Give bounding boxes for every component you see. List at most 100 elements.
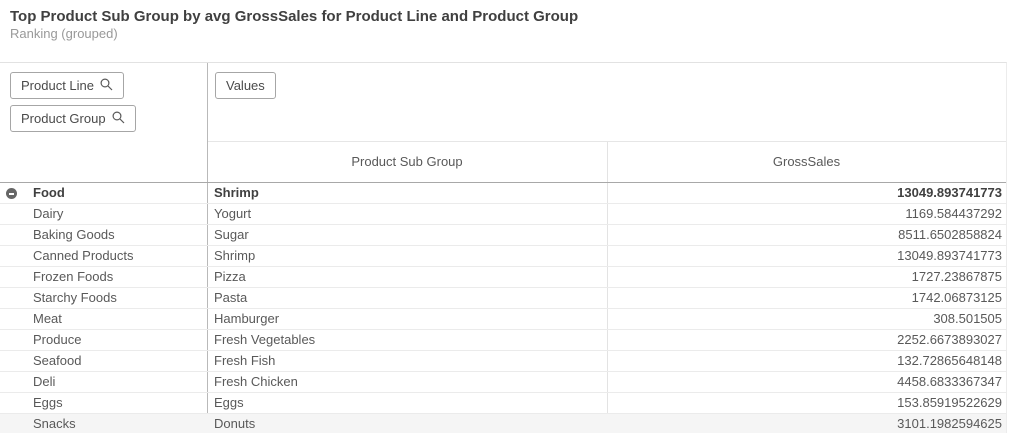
- product-group-cell[interactable]: Food: [0, 183, 207, 203]
- table-row: Dairy Yogurt 1169.584437292: [0, 204, 1006, 225]
- product-group-label: Starchy Foods: [33, 290, 117, 305]
- panel-divider: [207, 63, 208, 433]
- product-sub-group-cell[interactable]: Shrimp: [207, 183, 607, 203]
- table-row: Baking Goods Sugar 8511.6502858824: [0, 225, 1006, 246]
- product-sub-group-cell[interactable]: Sugar: [207, 225, 607, 245]
- grosssales-value: 308.501505: [933, 311, 1002, 326]
- product-group-cell[interactable]: Frozen Foods: [0, 267, 207, 287]
- dimension-button-label: Product Group: [21, 111, 106, 126]
- product-group-label: Snacks: [33, 416, 76, 431]
- pivot-rows: Food Shrimp 13049.893741773 Dairy Yogurt…: [0, 183, 1006, 433]
- values-button-label: Values: [226, 78, 265, 93]
- product-group-cell[interactable]: Snacks: [0, 414, 207, 433]
- header-rule: [0, 182, 1006, 183]
- grosssales-cell: 1169.584437292: [607, 204, 1006, 224]
- product-group-label: Eggs: [33, 395, 63, 410]
- product-sub-group-cell[interactable]: Eggs: [207, 393, 607, 413]
- collapse-icon[interactable]: [6, 188, 17, 199]
- product-group-cell[interactable]: Canned Products: [0, 246, 207, 266]
- product-group-label: Dairy: [33, 206, 64, 221]
- product-group-cell[interactable]: Deli: [0, 372, 207, 392]
- table-row: Seafood Fresh Fish 132.72865648148: [0, 351, 1006, 372]
- dimension-button-product-line[interactable]: Product Line: [10, 72, 124, 99]
- grosssales-value: 3101.1982594625: [897, 416, 1002, 431]
- grosssales-value: 13049.893741773: [897, 248, 1002, 263]
- grosssales-cell: 132.72865648148: [607, 351, 1006, 371]
- grosssales-value: 2252.6673893027: [897, 332, 1002, 347]
- product-sub-group-cell[interactable]: Pasta: [207, 288, 607, 308]
- product-sub-group-cell[interactable]: Yogurt: [207, 204, 607, 224]
- grosssales-value: 132.72865648148: [897, 353, 1002, 368]
- column-header-row: Product Sub Group GrossSales: [207, 141, 1006, 182]
- values-separator: [208, 141, 1006, 142]
- table-row: Deli Fresh Chicken 4458.6833367347: [0, 372, 1006, 393]
- column-header-grosssales[interactable]: GrossSales: [772, 154, 841, 169]
- product-group-label: Produce: [33, 332, 82, 347]
- product-sub-group-label: Fresh Vegetables: [214, 332, 316, 347]
- grosssales-cell: 2252.6673893027: [607, 330, 1006, 350]
- product-group-label: Seafood: [33, 353, 82, 368]
- product-sub-group-cell[interactable]: Pizza: [207, 267, 607, 287]
- grosssales-cell: 13049.893741773: [607, 246, 1006, 266]
- table-row: Eggs Eggs 153.85919522629: [0, 393, 1006, 414]
- product-sub-group-label: Hamburger: [214, 311, 280, 326]
- grosssales-value: 153.85919522629: [897, 395, 1002, 410]
- grosssales-cell: 13049.893741773: [607, 183, 1006, 203]
- grosssales-cell: 153.85919522629: [607, 393, 1006, 413]
- product-group-cell[interactable]: Eggs: [0, 393, 207, 413]
- product-group-label: Baking Goods: [33, 227, 115, 242]
- product-sub-group-cell[interactable]: Shrimp: [207, 246, 607, 266]
- product-sub-group-label: Fresh Fish: [214, 353, 276, 368]
- product-group-label: Food: [33, 185, 65, 200]
- product-sub-group-cell[interactable]: Fresh Chicken: [207, 372, 607, 392]
- values-button[interactable]: Values: [215, 72, 276, 99]
- product-sub-group-label: Pizza: [214, 269, 246, 284]
- chart-header: Top Product Sub Group by avg GrossSales …: [10, 7, 578, 42]
- product-group-cell[interactable]: Seafood: [0, 351, 207, 371]
- product-group-label: Frozen Foods: [33, 269, 114, 284]
- grosssales-value: 4458.6833367347: [897, 374, 1002, 389]
- grosssales-cell: 3101.1982594625: [607, 414, 1006, 433]
- search-icon: [112, 110, 125, 127]
- product-group-cell[interactable]: Produce: [0, 330, 207, 350]
- grosssales-value: 1727.23867875: [911, 269, 1002, 284]
- grosssales-cell: 4458.6833367347: [607, 372, 1006, 392]
- product-group-cell[interactable]: Baking Goods: [0, 225, 207, 245]
- product-sub-group-label: Shrimp: [214, 185, 259, 200]
- table-row: Meat Hamburger 308.501505: [0, 309, 1006, 330]
- product-sub-group-label: Fresh Chicken: [214, 374, 298, 389]
- table-row: Canned Products Shrimp 13049.893741773: [0, 246, 1006, 267]
- grosssales-value: 1169.584437292: [905, 206, 1002, 221]
- product-sub-group-cell[interactable]: Hamburger: [207, 309, 607, 329]
- column-header-product-sub-group[interactable]: Product Sub Group: [351, 154, 463, 169]
- product-group-cell[interactable]: Starchy Foods: [0, 288, 207, 308]
- product-sub-group-label: Shrimp: [214, 248, 256, 263]
- dimension-button-product-group[interactable]: Product Group: [10, 105, 136, 132]
- pivot-table: Product Line Product Group Values Produc…: [0, 62, 1007, 433]
- chart-subtitle: Ranking (grouped): [10, 26, 118, 41]
- product-group-cell[interactable]: Meat: [0, 309, 207, 329]
- product-sub-group-cell[interactable]: Donuts: [207, 414, 607, 433]
- product-sub-group-cell[interactable]: Fresh Fish: [207, 351, 607, 371]
- product-group-label: Canned Products: [33, 248, 134, 263]
- product-sub-group-cell[interactable]: Fresh Vegetables: [207, 330, 607, 350]
- search-icon: [100, 77, 113, 94]
- dimension-button-label: Product Line: [21, 78, 94, 93]
- grosssales-value: 13049.893741773: [897, 185, 1002, 200]
- table-row: Frozen Foods Pizza 1727.23867875: [0, 267, 1006, 288]
- product-sub-group-label: Donuts: [214, 416, 256, 431]
- product-group-cell[interactable]: Dairy: [0, 204, 207, 224]
- chart-title: Top Product Sub Group by avg GrossSales …: [10, 8, 579, 25]
- product-group-label: Meat: [33, 311, 62, 326]
- grosssales-cell: 1742.06873125: [607, 288, 1006, 308]
- grosssales-value: 8511.6502858824: [898, 227, 1002, 242]
- grosssales-cell: 1727.23867875: [607, 267, 1006, 287]
- product-sub-group-label: Sugar: [214, 227, 249, 242]
- grosssales-value: 1742.06873125: [911, 290, 1002, 305]
- grosssales-cell: 308.501505: [607, 309, 1006, 329]
- product-group-label: Deli: [33, 374, 56, 389]
- table-row: Starchy Foods Pasta 1742.06873125: [0, 288, 1006, 309]
- grosssales-cell: 8511.6502858824: [607, 225, 1006, 245]
- table-row: Snacks Donuts 3101.1982594625: [0, 414, 1006, 433]
- table-row: Produce Fresh Vegetables 2252.6673893027: [0, 330, 1006, 351]
